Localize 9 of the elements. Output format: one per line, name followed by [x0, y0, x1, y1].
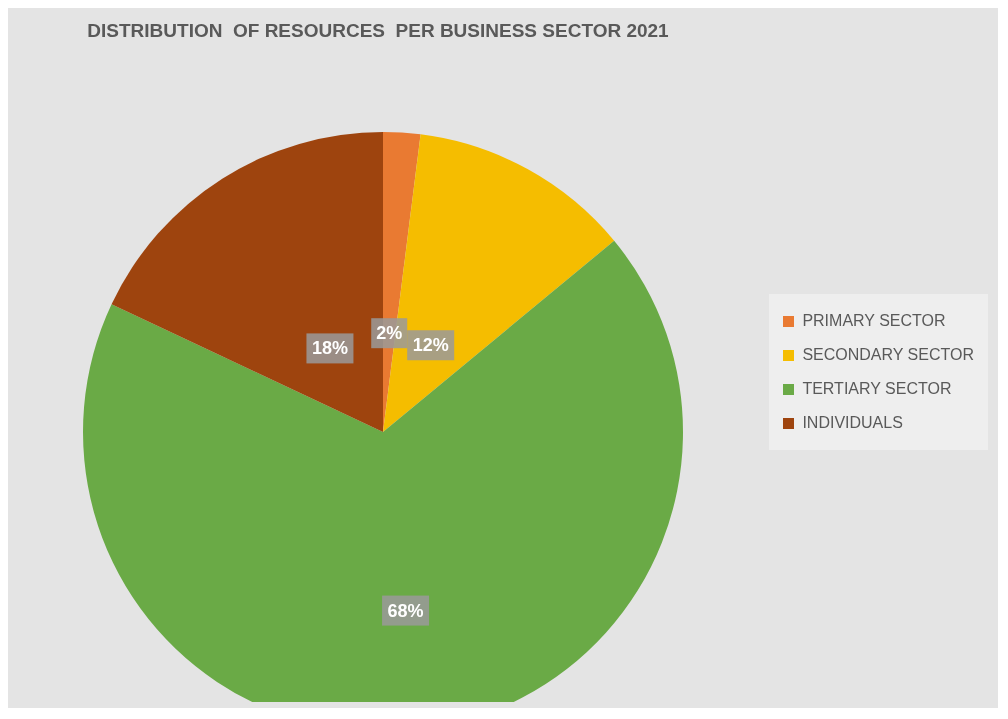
data-label: 2% [376, 323, 403, 344]
legend-label: INDIVIDUALS [802, 413, 903, 433]
legend-label: PRIMARY SECTOR [802, 311, 946, 331]
data-label: 12% [412, 335, 449, 356]
legend-label: TERTIARY SECTOR [802, 379, 952, 399]
data-label: 18% [311, 338, 348, 359]
data-label: 68% [387, 600, 424, 621]
legend-label: SECONDARY SECTOR [802, 345, 974, 365]
chart-title: DISTRIBUTION OF RESOURCES PER BUSINESS SECTOR 2021 [86, 19, 670, 42]
